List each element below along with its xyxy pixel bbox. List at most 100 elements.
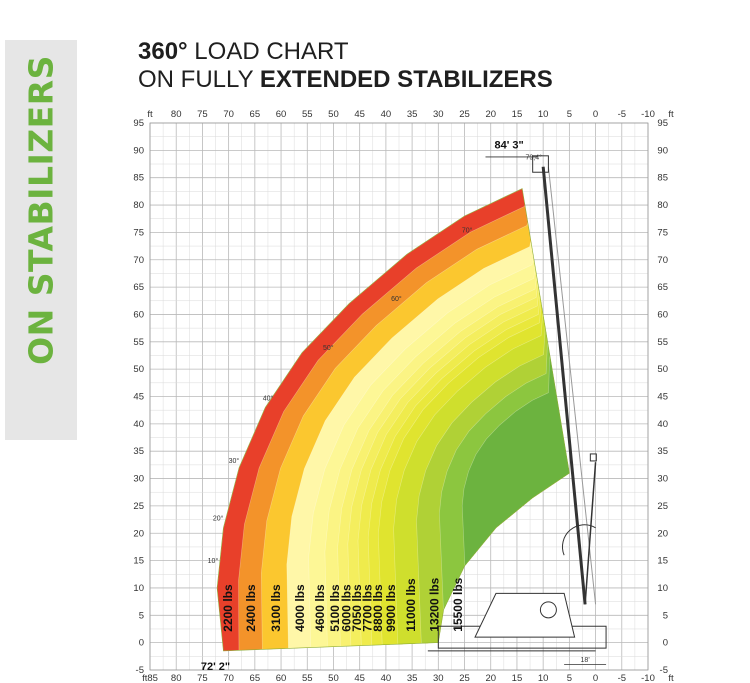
boom-angle-labels: 10° 20° 30° 40° 50° 60° 70° bbox=[208, 226, 473, 564]
x-tick-top: 55 bbox=[302, 109, 313, 120]
boom-angle-label: 30° bbox=[229, 457, 240, 465]
x-tick-bottom: 40 bbox=[381, 673, 392, 683]
x-tick-bottom: 20 bbox=[485, 673, 496, 683]
y-tick-right: 75 bbox=[657, 227, 668, 238]
title-load-chart: LOAD CHART bbox=[187, 38, 349, 65]
crane-drawing: 18' bbox=[427, 155, 607, 665]
y-tick-right: 35 bbox=[657, 446, 668, 457]
y-tick-left: 85 bbox=[133, 173, 144, 184]
zone-label: 7700 lbs bbox=[361, 584, 375, 632]
y-tick-right: 80 bbox=[657, 200, 668, 211]
zone-label: 6000 lbs bbox=[340, 584, 354, 632]
boom-angle-label: 60° bbox=[391, 295, 402, 303]
x-tick-top: 70 bbox=[223, 109, 234, 120]
axis-ticks: ftft858080757570706565606055555050454540… bbox=[133, 109, 674, 683]
x-tick-top: 50 bbox=[328, 109, 339, 120]
x-unit-top-right: ft bbox=[668, 109, 674, 120]
x-tick-bottom: 75 bbox=[197, 673, 208, 683]
crane-jib bbox=[584, 462, 597, 605]
x-tick-bottom: 50 bbox=[328, 673, 339, 683]
zone-label: 13200 lbs bbox=[427, 577, 441, 631]
y-tick-left: 25 bbox=[133, 501, 144, 512]
x-tick-top: 65 bbox=[250, 109, 261, 120]
zone-label: 3100 lbs bbox=[269, 584, 283, 632]
x-unit-bottom-right: ft bbox=[668, 673, 674, 683]
envelope-outline bbox=[216, 188, 570, 652]
y-tick-right: 15 bbox=[657, 556, 668, 567]
x-tick-bottom: ft85 bbox=[142, 673, 158, 683]
boom-angle-label: 50° bbox=[323, 344, 334, 352]
x-tick-top: -10 bbox=[641, 109, 655, 120]
zone-label: 5100 lbs bbox=[328, 584, 342, 632]
y-tick-left: 10 bbox=[133, 583, 144, 594]
y-tick-left: 50 bbox=[133, 364, 144, 375]
y-tick-right: 5 bbox=[663, 610, 668, 621]
x-tick-top: 60 bbox=[276, 109, 287, 120]
max-height-label: 84' 3" bbox=[494, 140, 523, 152]
zone-label: 8800 lbs bbox=[371, 584, 385, 632]
x-tick-bottom: 5 bbox=[567, 673, 572, 683]
y-tick-right: 70 bbox=[657, 255, 668, 266]
y-tick-right: 20 bbox=[657, 528, 668, 539]
zone-label: 2200 lbs bbox=[221, 584, 235, 632]
zone-label: 4000 lbs bbox=[293, 584, 307, 632]
title-on-fully: ON FULLY bbox=[138, 66, 260, 93]
y-tick-right: 30 bbox=[657, 474, 668, 485]
x-tick-bottom: 0 bbox=[593, 673, 598, 683]
x-tick-top: 35 bbox=[407, 109, 418, 120]
x-tick-top: 5 bbox=[567, 109, 572, 120]
side-band bbox=[5, 40, 77, 440]
y-tick-left: 60 bbox=[133, 309, 144, 320]
x-tick-bottom: 70 bbox=[223, 673, 234, 683]
boom-angle-label: 70° bbox=[462, 226, 473, 234]
x-tick-top: 30 bbox=[433, 109, 444, 120]
boom-angle-label: 10° bbox=[208, 557, 219, 565]
x-tick-bottom: 80 bbox=[171, 673, 182, 683]
x-tick-bottom: 45 bbox=[354, 673, 365, 683]
rotation-arrow bbox=[562, 524, 596, 556]
x-tick-bottom: 10 bbox=[538, 673, 549, 683]
x-tick-bottom: 15 bbox=[512, 673, 523, 683]
y-tick-left: 80 bbox=[133, 200, 144, 211]
zone-label: 11000 lbs bbox=[404, 578, 418, 632]
y-tick-left: 20 bbox=[133, 528, 144, 539]
x-tick-bottom: 25 bbox=[459, 673, 470, 683]
x-tick-top: -5 bbox=[618, 109, 626, 120]
crane-tip bbox=[532, 155, 549, 173]
y-tick-left: 75 bbox=[133, 227, 144, 238]
x-tick-bottom: -10 bbox=[641, 673, 655, 683]
y-tick-left: 95 bbox=[133, 118, 144, 129]
y-tick-left: 30 bbox=[133, 474, 144, 485]
crane-boom-inner bbox=[547, 166, 597, 605]
y-tick-left: 5 bbox=[139, 610, 144, 621]
x-tick-bottom: 55 bbox=[302, 673, 313, 683]
y-tick-right: -5 bbox=[660, 665, 668, 676]
crane-body bbox=[474, 592, 576, 638]
zone-label: 4600 lbs bbox=[313, 584, 327, 632]
crane-jib-tip bbox=[589, 453, 597, 462]
title-degree: 360° bbox=[138, 38, 188, 65]
x-tick-bottom: 65 bbox=[250, 673, 261, 683]
title-line-2: ON FULLY EXTENDED STABILIZERS bbox=[138, 66, 553, 94]
y-tick-right: 65 bbox=[657, 282, 668, 293]
zone-label: 9900 lbs bbox=[384, 584, 398, 632]
x-tick-top: ft bbox=[147, 109, 153, 120]
x-tick-top: 75 bbox=[197, 109, 208, 120]
y-tick-left: 35 bbox=[133, 446, 144, 457]
x-tick-top: 20 bbox=[485, 109, 496, 120]
y-tick-left: 70 bbox=[133, 255, 144, 266]
title-line-1: 360° LOAD CHART bbox=[138, 38, 553, 66]
load-labels: 2200 lbs 2400 lbs 3100 lbs 4000 lbs 4600 lbs… bbox=[221, 577, 465, 631]
y-tick-right: 0 bbox=[663, 638, 668, 649]
max-reach-label: 72' 2" bbox=[201, 661, 230, 673]
y-tick-right: 55 bbox=[657, 337, 668, 348]
x-tick-top: 0 bbox=[593, 109, 598, 120]
title-extended-stabilizers: EXTENDED STABILIZERS bbox=[259, 66, 553, 93]
max-angle-label: 79,4° bbox=[526, 154, 543, 162]
y-tick-right: 25 bbox=[657, 501, 668, 512]
boom-angle-label: 40° bbox=[263, 394, 274, 402]
y-tick-right: 60 bbox=[657, 309, 668, 320]
dimension-label: 18' bbox=[581, 657, 590, 664]
y-tick-right: 50 bbox=[657, 364, 668, 375]
